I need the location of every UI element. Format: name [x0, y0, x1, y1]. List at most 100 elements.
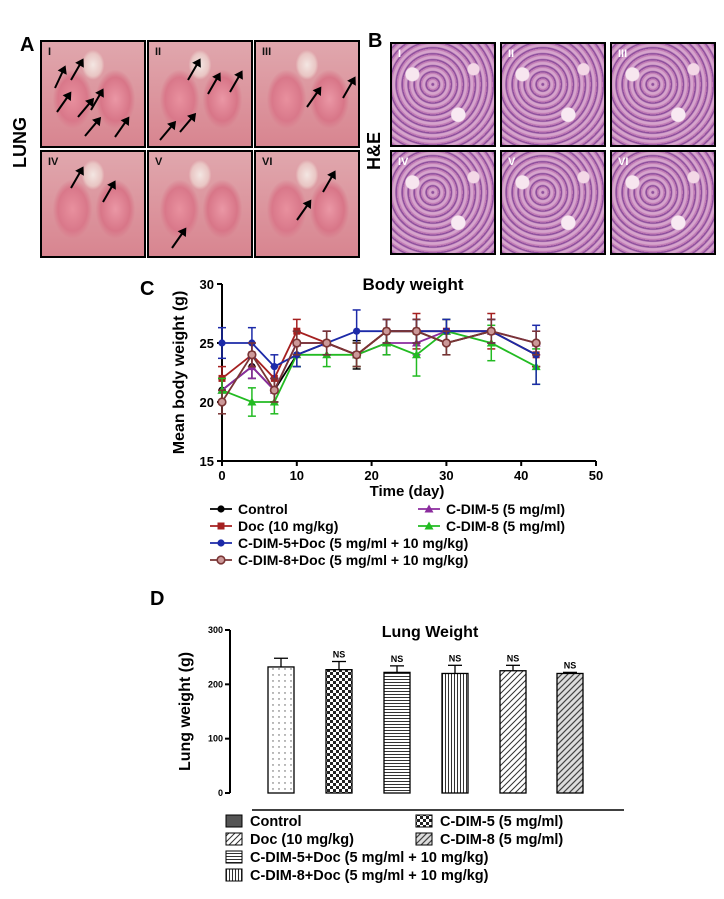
bar-y-tick-label: 300 [208, 625, 223, 635]
bar [267, 666, 295, 794]
data-point [531, 338, 541, 348]
data-point [217, 397, 227, 407]
legend-swatch-marker [424, 504, 434, 513]
y-tick-label: 25 [200, 336, 214, 351]
he-photo-3: III [610, 42, 716, 147]
chart-title: Body weight [362, 275, 463, 294]
photo-label: V [508, 156, 516, 168]
bar-y-tick-label: 200 [208, 679, 223, 689]
photo-label: III [262, 46, 272, 58]
he-photo-5: V [500, 150, 606, 255]
data-point [218, 339, 226, 347]
data-point [292, 338, 302, 348]
legend-swatch-marker [217, 505, 225, 513]
ns-annotation: NS [449, 653, 462, 663]
bar-legend-label: C-DIM-5+Doc (5 mg/ml + 10 mg/kg) [250, 850, 489, 866]
legend-label: Doc (10 mg/kg) [238, 518, 338, 534]
y-tick-label: 20 [200, 395, 214, 410]
photo-label: VI [618, 156, 629, 168]
legend-label: Control [238, 501, 288, 517]
photo-label: III [618, 48, 628, 60]
data-point [411, 350, 421, 359]
photo-label: I [48, 46, 52, 58]
bar-legend-swatch [225, 850, 243, 864]
photo-label: IV [48, 156, 59, 168]
he-photo-2: II [500, 42, 606, 147]
bar-legend-label: C-DIM-8 (5 mg/ml) [440, 832, 563, 848]
lung-photo-5: V [147, 150, 253, 258]
bar-legend-swatch [415, 814, 433, 828]
he-photo-1: I [390, 42, 496, 147]
y-axis-label: Mean body weight (g) [171, 291, 188, 455]
legend-swatch-marker [216, 555, 226, 565]
lung-photo-6: VI [254, 150, 360, 258]
bar-y-tick-label: 0 [218, 788, 223, 798]
photo-label: IV [398, 156, 409, 168]
bar-legend-swatch [415, 832, 433, 846]
bar-y-axis-label: Lung weight (g) [177, 652, 194, 771]
x-tick-label: 30 [439, 468, 453, 483]
x-axis-label: Time (day) [370, 483, 445, 500]
x-tick-label: 0 [218, 468, 225, 483]
data-point [353, 327, 361, 335]
bar-legend-swatch [225, 814, 243, 828]
panel-c-letter: C [140, 278, 155, 300]
panel-a-letter: A [20, 34, 35, 56]
photo-label: I [398, 48, 402, 60]
ns-annotation: NS [564, 660, 577, 670]
bar [556, 672, 584, 794]
panel-b-letter: B [368, 30, 383, 52]
bar-legend-label: C-DIM-5 (5 mg/ml) [440, 814, 563, 830]
x-tick-label: 20 [364, 468, 378, 483]
data-point [411, 326, 422, 336]
data-point [322, 338, 332, 348]
bar-legend-label: C-DIM-8+Doc (5 mg/ml + 10 mg/kg) [250, 868, 489, 884]
data-point [247, 350, 257, 360]
x-tick-label: 50 [589, 468, 603, 483]
bar-legend-label: Control [250, 814, 302, 830]
data-point [352, 350, 362, 360]
bar [499, 670, 527, 794]
lung-photo-4: IV [40, 150, 146, 258]
data-point [486, 326, 496, 336]
photo-label: V [155, 156, 163, 168]
lung-photo-1: I [40, 40, 146, 148]
x-tick-label: 40 [514, 468, 528, 483]
legend-label: C-DIM-5+Doc (5 mg/ml + 10 mg/kg) [238, 535, 468, 551]
he-photo-6: VI [610, 150, 716, 255]
series-line-3 [221, 330, 537, 403]
bar [325, 669, 353, 794]
bar-chart-title: Lung Weight [382, 624, 479, 641]
bar-y-tick-label: 100 [208, 734, 223, 744]
bar [441, 672, 469, 794]
y-tick-label: 30 [200, 277, 214, 292]
photo-label: II [508, 48, 515, 60]
panel-d-letter: D [150, 588, 165, 610]
legend-label: C-DIM-8 (5 mg/ml) [446, 518, 565, 534]
legend-swatch-marker [217, 522, 225, 530]
bar [383, 671, 411, 794]
ns-annotation: NS [391, 654, 404, 664]
data-point [441, 338, 452, 348]
legend-swatch-marker [217, 539, 225, 547]
he-photo-4: IV [390, 150, 496, 255]
data-point [270, 363, 278, 371]
x-tick-label: 10 [290, 468, 304, 483]
series-line-2 [221, 330, 537, 380]
photo-label: II [155, 46, 162, 58]
ns-annotation: NS [333, 650, 346, 660]
data-point [381, 326, 392, 336]
data-point [269, 385, 279, 395]
data-point [247, 397, 257, 406]
bar-legend-swatch [225, 832, 243, 846]
legend-label: C-DIM-8+Doc (5 mg/ml + 10 mg/kg) [238, 552, 468, 568]
lung-photo-3: III [254, 40, 360, 148]
bar-legend-label: Doc (10 mg/kg) [250, 832, 354, 848]
lung-photo-2: II [147, 40, 253, 148]
bar-legend-swatch [225, 868, 243, 882]
legend-label: C-DIM-5 (5 mg/ml) [446, 501, 565, 517]
ns-annotation: NS [507, 653, 520, 663]
legend-swatch-marker [424, 521, 434, 530]
photo-label: VI [262, 156, 273, 168]
